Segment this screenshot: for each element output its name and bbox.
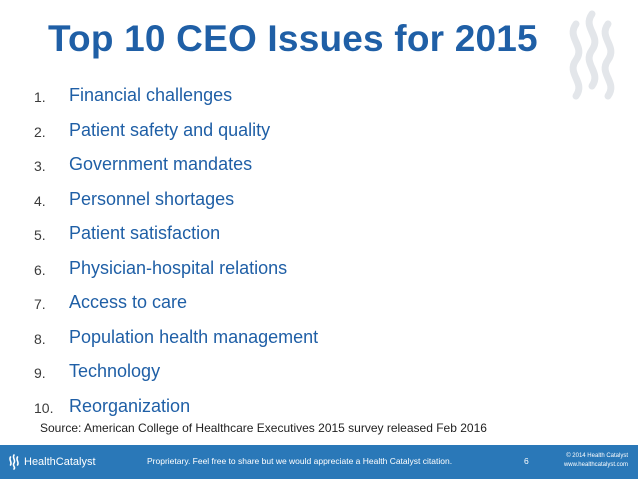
item-label: Access to care	[69, 292, 188, 312]
item-number: 6.	[34, 261, 46, 278]
copyright-block: © 2014 Health Catalyst www.healthcatalys…	[564, 452, 628, 470]
item-number: 3.	[34, 158, 46, 174]
item-label: Technology	[69, 361, 161, 381]
item-label: Physician-hospital relations	[69, 257, 288, 278]
item-label: Government mandates	[69, 154, 253, 174]
footer-bar: HealthCatalyst Proprietary. Feel free to…	[0, 445, 638, 479]
item-label: Financial challenges	[69, 85, 233, 105]
item-label: Patient satisfaction	[69, 223, 221, 243]
health-catalyst-logo: HealthCatalyst	[8, 454, 96, 470]
item-number: 10.	[34, 399, 54, 416]
logo-text: HealthCatalyst	[24, 456, 96, 468]
website-link[interactable]: www.healthcatalyst.com	[563, 462, 628, 468]
copyright-text: © 2014 Health Catalyst	[566, 453, 628, 459]
item-number: 5.	[34, 227, 46, 243]
item-number: 7.	[34, 296, 46, 312]
item-label: Reorganization	[69, 395, 191, 416]
item-label: Personnel shortages	[69, 188, 235, 209]
item-number: 2.	[34, 123, 46, 140]
source-citation: Source: American College of Healthcare E…	[40, 421, 487, 435]
flame-logo-icon	[9, 454, 19, 470]
item-number: 9.	[34, 365, 46, 381]
item-number: 1.	[34, 89, 46, 105]
page-number: 6	[524, 456, 529, 466]
proprietary-notice: Proprietary. Feel free to share but we w…	[147, 456, 453, 466]
item-number: 4.	[34, 192, 46, 209]
item-label: Patient safety and quality	[69, 119, 271, 140]
slide-title: Top 10 CEO Issues for 2015	[48, 18, 538, 59]
item-number: 8.	[34, 330, 46, 347]
item-label: Population health management	[69, 326, 319, 347]
flame-icon	[569, 10, 615, 100]
